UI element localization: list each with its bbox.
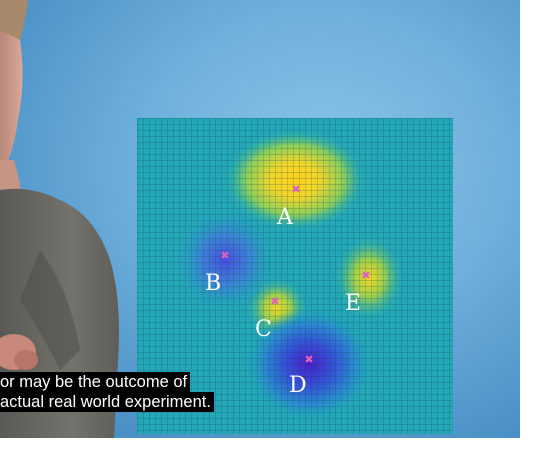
point-label-e: E: [345, 291, 361, 316]
marker-c: ✖: [270, 295, 279, 308]
video-frame: ✖ ✖ ✖ ✖ ✖ A B C D E or may be the outcome of act…: [0, 0, 520, 438]
marker-a: ✖: [291, 183, 300, 196]
point-label-b: B: [205, 271, 221, 296]
subtitle-line-1: or may be the outcome of: [0, 372, 191, 392]
point-label-c: C: [255, 317, 272, 342]
marker-e: ✖: [361, 269, 370, 282]
subtitle-line-2: actual real world experiment.: [0, 392, 214, 412]
point-label-d: D: [289, 373, 307, 398]
marker-b: ✖: [220, 249, 229, 262]
marker-d: ✖: [304, 353, 313, 366]
subtitles: or may be the outcome of actual real wor…: [0, 372, 214, 412]
point-label-a: A: [276, 205, 294, 230]
